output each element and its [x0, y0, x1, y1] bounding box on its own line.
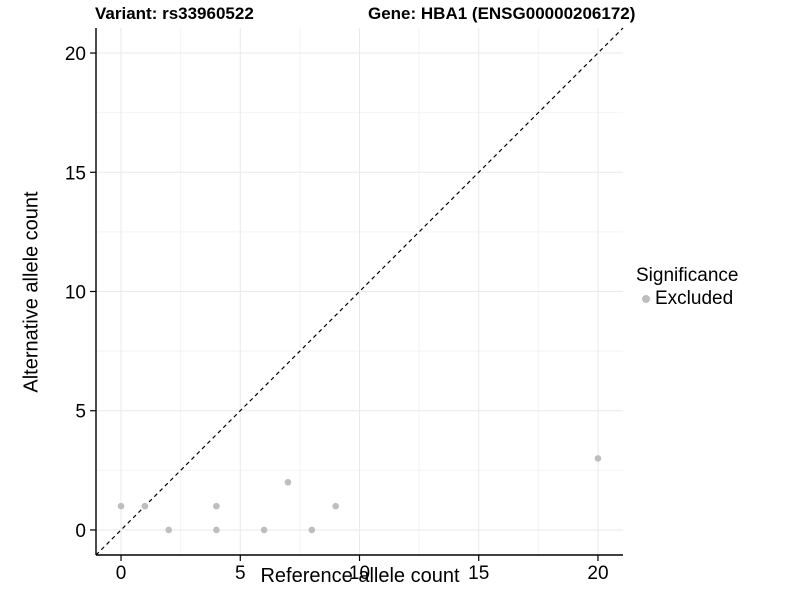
data-point — [213, 526, 220, 534]
x-tick-label: 0 — [116, 563, 127, 584]
data-point — [165, 526, 173, 534]
legend-item-excluded: Excluded — [642, 287, 738, 310]
data-point — [308, 526, 316, 534]
y-axis-title: Alternative allele count — [20, 191, 43, 393]
y-tick-label: 20 — [65, 44, 86, 65]
data-point — [117, 502, 125, 510]
excluded-point-marker-icon — [642, 294, 650, 303]
variant-title: Variant: rs33960522 — [95, 4, 254, 23]
data-point — [332, 502, 339, 510]
y-tick-label: 15 — [65, 163, 86, 184]
legend: Significance Excluded — [636, 264, 738, 310]
x-tick-label: 5 — [235, 563, 246, 584]
legend-item-label: Excluded — [655, 288, 734, 309]
legend-title: Significance — [636, 265, 739, 286]
data-point — [284, 478, 292, 486]
x-tick-label: 10 — [349, 563, 370, 584]
x-tick-label: 15 — [468, 563, 489, 584]
x-tick-label: 20 — [587, 563, 608, 584]
y-tick-label: 0 — [75, 521, 86, 542]
data-point — [594, 455, 602, 462]
data-point — [213, 502, 220, 510]
data-point — [260, 526, 268, 534]
gene-title: Gene: HBA1 (ENSG00000206172) — [368, 4, 636, 23]
y-tick-label: 5 — [75, 402, 86, 423]
y-tick-label: 10 — [65, 283, 86, 304]
data-point — [141, 502, 149, 510]
x-axis-title: Reference allele count — [260, 565, 460, 587]
